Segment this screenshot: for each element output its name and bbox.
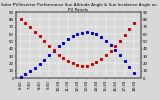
Title: Solar PV/Inverter Performance Sun Altitude Angle & Sun Incidence Angle on PV Pan: Solar PV/Inverter Performance Sun Altitu… xyxy=(0,3,156,12)
